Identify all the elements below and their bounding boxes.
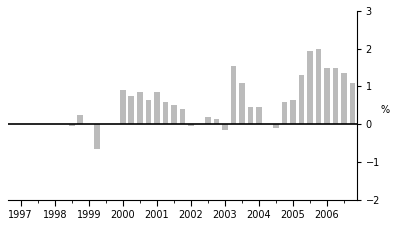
Bar <box>333 68 338 124</box>
Bar <box>120 90 125 124</box>
Bar <box>179 109 185 124</box>
Bar <box>188 124 193 126</box>
Bar <box>281 101 287 124</box>
Bar <box>256 107 262 124</box>
Y-axis label: %: % <box>381 105 390 115</box>
Bar <box>214 118 219 124</box>
Bar <box>316 49 321 124</box>
Bar <box>137 92 143 124</box>
Bar <box>247 107 253 124</box>
Bar <box>129 96 134 124</box>
Bar <box>307 51 312 124</box>
Bar <box>349 83 355 124</box>
Bar <box>273 124 279 128</box>
Bar <box>154 92 160 124</box>
Bar <box>205 117 210 124</box>
Bar <box>222 124 227 130</box>
Bar <box>290 100 295 124</box>
Bar <box>341 73 347 124</box>
Bar <box>69 124 75 126</box>
Bar <box>171 105 177 124</box>
Bar <box>146 100 151 124</box>
Bar <box>239 83 245 124</box>
Bar <box>231 66 236 124</box>
Bar <box>94 124 100 149</box>
Bar <box>162 101 168 124</box>
Bar <box>324 68 330 124</box>
Bar <box>299 75 304 124</box>
Bar <box>77 115 83 124</box>
